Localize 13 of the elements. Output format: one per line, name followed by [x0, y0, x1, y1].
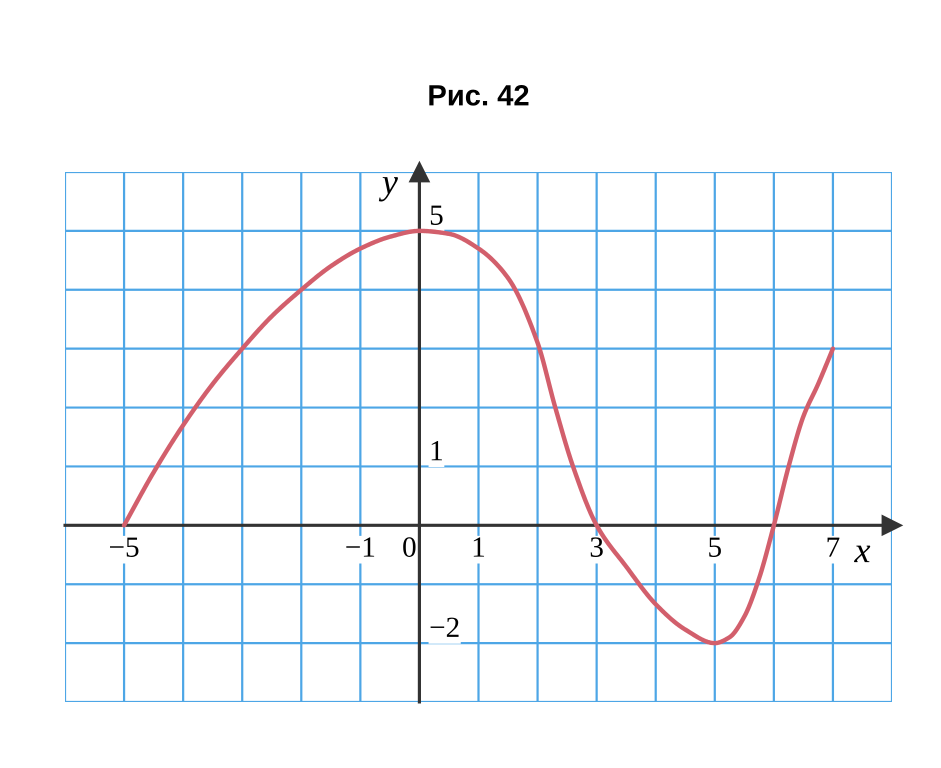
- y-axis-title: y: [378, 177, 398, 202]
- x-tick-label: 0: [403, 537, 416, 557]
- x-tick-label: 5: [709, 538, 721, 557]
- x-tick-label: 3: [590, 537, 603, 557]
- x-axis-title: x: [854, 546, 870, 562]
- x-tick-label: −1: [346, 537, 374, 557]
- x-tick-label: 7: [828, 538, 840, 557]
- y-tick-label: 1: [432, 440, 442, 460]
- y-tick-label: 5: [430, 206, 443, 225]
- x-tick-label: −5: [110, 538, 138, 557]
- y-tick-label: −2: [430, 618, 459, 637]
- x-tick-label: 1: [474, 537, 484, 557]
- chart-title: Рис. 42: [429, 84, 528, 106]
